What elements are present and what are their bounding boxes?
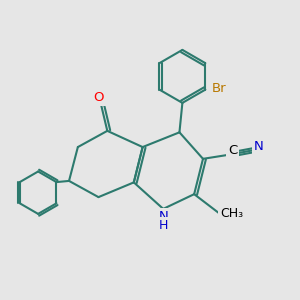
Text: N: N <box>254 140 264 153</box>
Text: O: O <box>93 91 104 104</box>
Text: N: N <box>158 210 168 223</box>
Text: Br: Br <box>212 82 227 95</box>
Text: C: C <box>228 144 237 158</box>
Text: CH₃: CH₃ <box>220 207 243 220</box>
Text: H: H <box>159 219 168 232</box>
